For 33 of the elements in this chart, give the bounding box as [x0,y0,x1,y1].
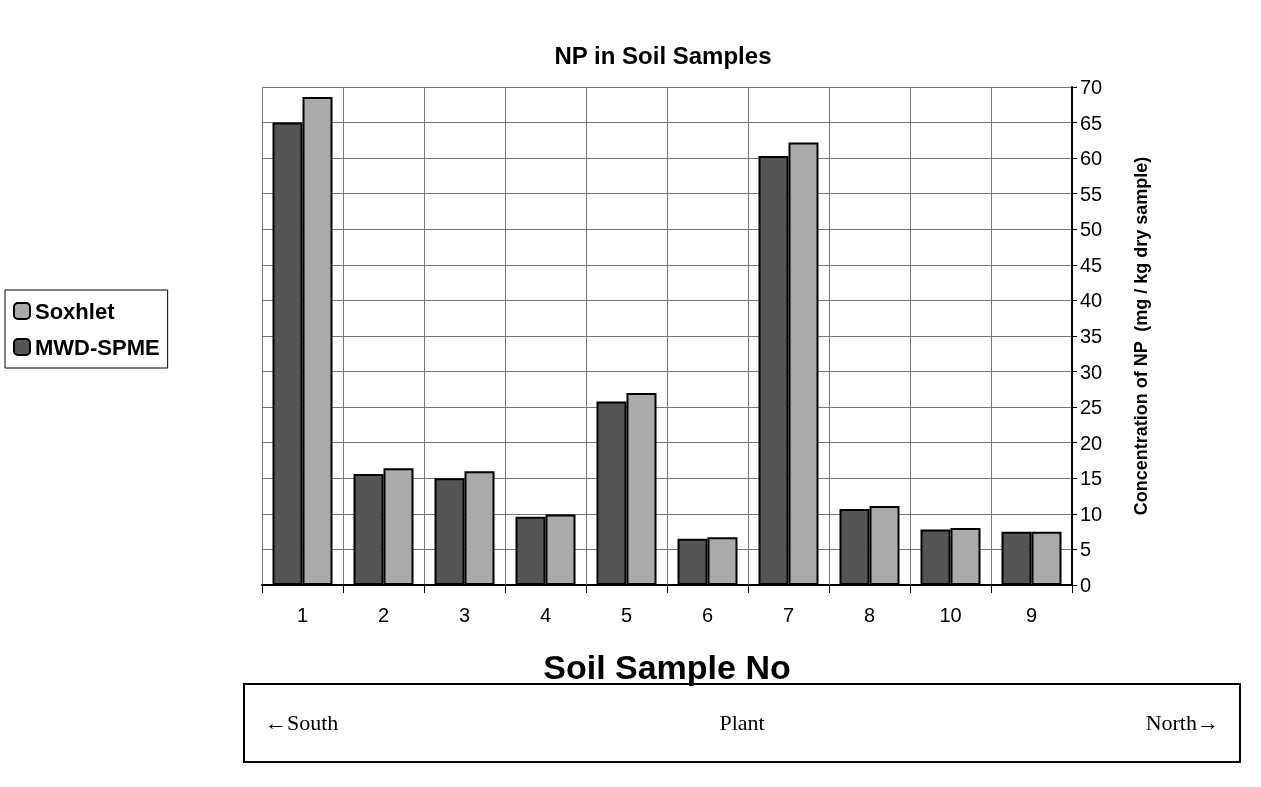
x-tick-label: 10 [939,604,962,626]
x-tick-label: 4 [539,604,552,626]
y-tick-label: 10 [1080,502,1103,525]
x-tick-label: 7 [782,604,795,626]
x-tick-label: 3 [458,604,471,626]
x-axis-title: Soil Sample No [543,648,791,686]
legend-label: Soxhlet [35,298,116,324]
y-tick-label: 25 [1080,396,1103,419]
x-tick-label: 2 [377,604,390,626]
y-tick-label: 70 [1080,76,1103,98]
y-tick-label: 65 [1080,111,1103,134]
legend-label: MWD-SPME [35,334,160,360]
y-tick-label: 60 [1080,147,1103,170]
y-tick-label: 15 [1080,467,1103,490]
y-axis-title: Concentration of NP (mg / kg dry sample) [1131,156,1151,516]
x-tick-label: 8 [863,604,876,626]
x-tick-label: 1 [296,604,309,626]
y-tick-label: 30 [1080,360,1103,383]
text: North→ [1145,710,1219,736]
y-tick-label: 50 [1080,218,1103,241]
y-tick-label: 40 [1080,289,1103,312]
x-tick-label: 9 [1025,604,1038,626]
text: Plant [719,710,765,736]
y-tick-label: 0 [1080,574,1092,596]
text: ←South [265,710,339,736]
x-tick-label: 5 [620,604,633,626]
y-tick-label: 55 [1080,182,1103,205]
y-tick-label: 5 [1080,538,1092,561]
x-tick-label: 6 [701,604,714,626]
y-tick-label: 20 [1080,431,1103,454]
chart-title: NP in Soil Samples [554,41,772,69]
y-tick-label: 35 [1080,325,1103,347]
y-tick-label: 45 [1080,253,1103,276]
